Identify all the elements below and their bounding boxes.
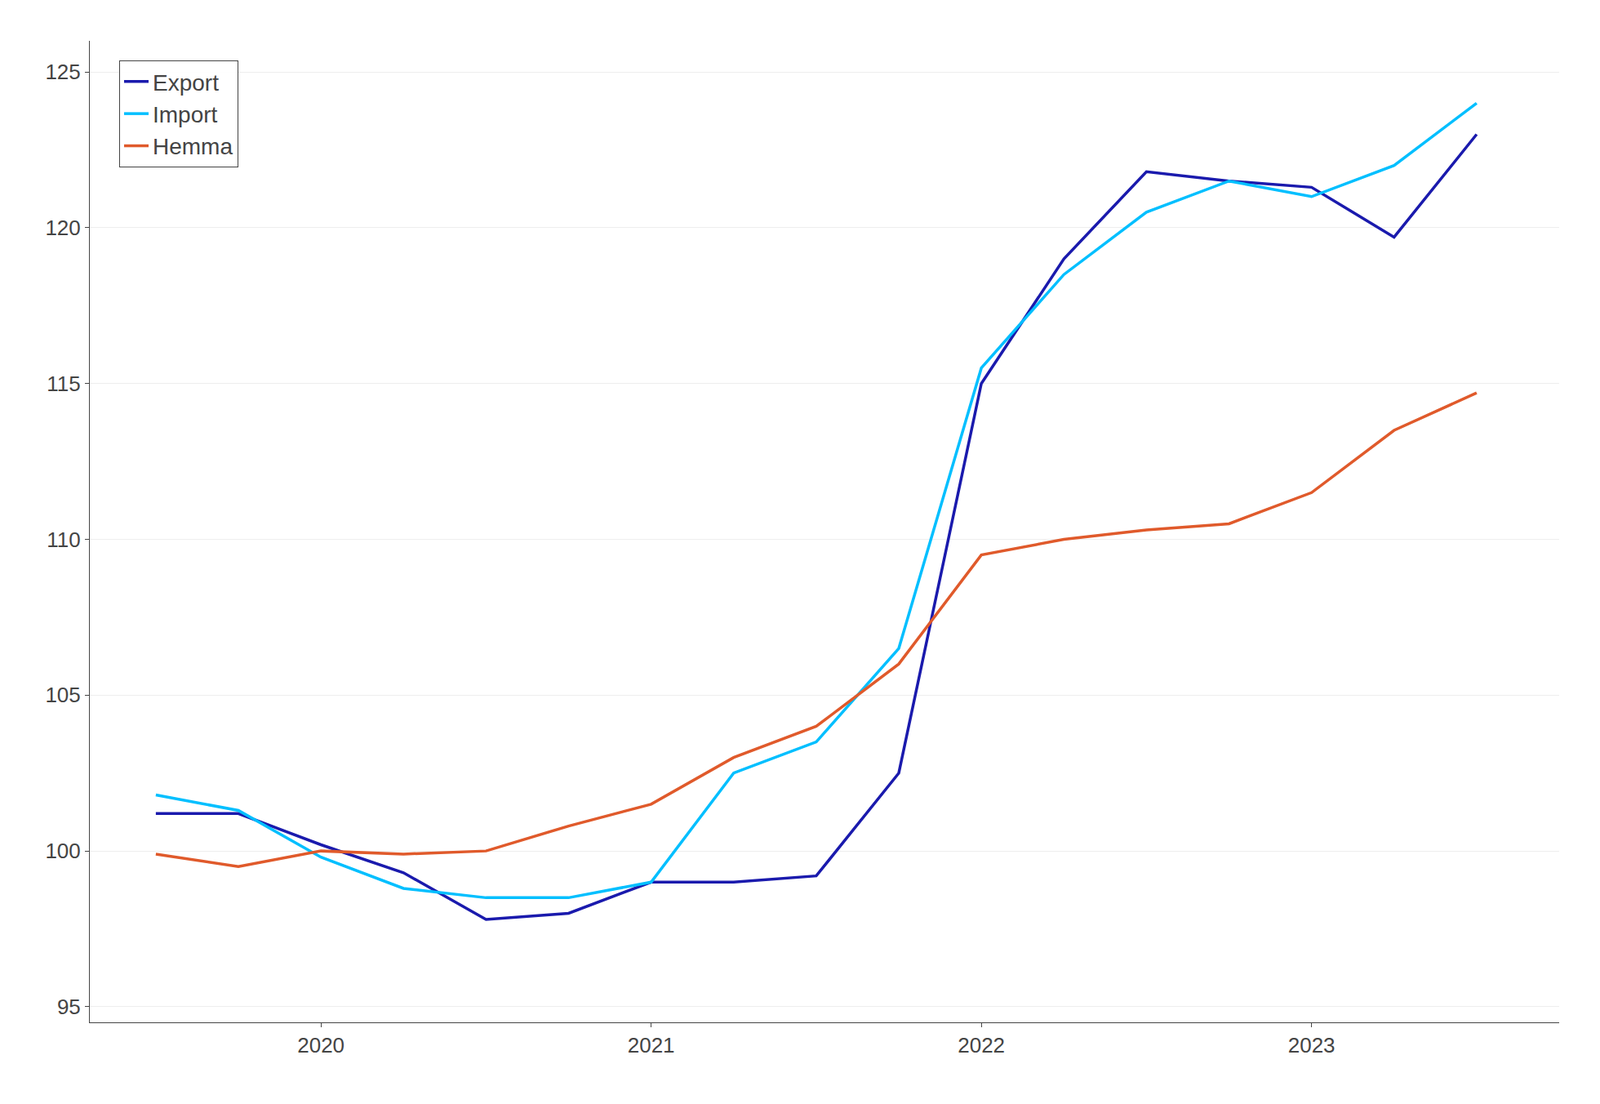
- svg-text:2023: 2023: [1288, 1032, 1336, 1058]
- svg-text:Import: Import: [152, 102, 218, 128]
- svg-text:Hemma: Hemma: [152, 133, 233, 160]
- svg-text:110: 110: [46, 527, 80, 552]
- svg-text:Export: Export: [152, 70, 219, 96]
- svg-text:120: 120: [44, 215, 80, 240]
- svg-text:105: 105: [44, 682, 80, 707]
- svg-text:2020: 2020: [297, 1032, 345, 1058]
- svg-text:2021: 2021: [627, 1032, 676, 1058]
- svg-text:2022: 2022: [957, 1032, 1005, 1058]
- svg-text:95: 95: [57, 994, 81, 1019]
- svg-text:115: 115: [46, 371, 80, 396]
- svg-text:100: 100: [44, 838, 80, 863]
- svg-text:125: 125: [44, 59, 80, 85]
